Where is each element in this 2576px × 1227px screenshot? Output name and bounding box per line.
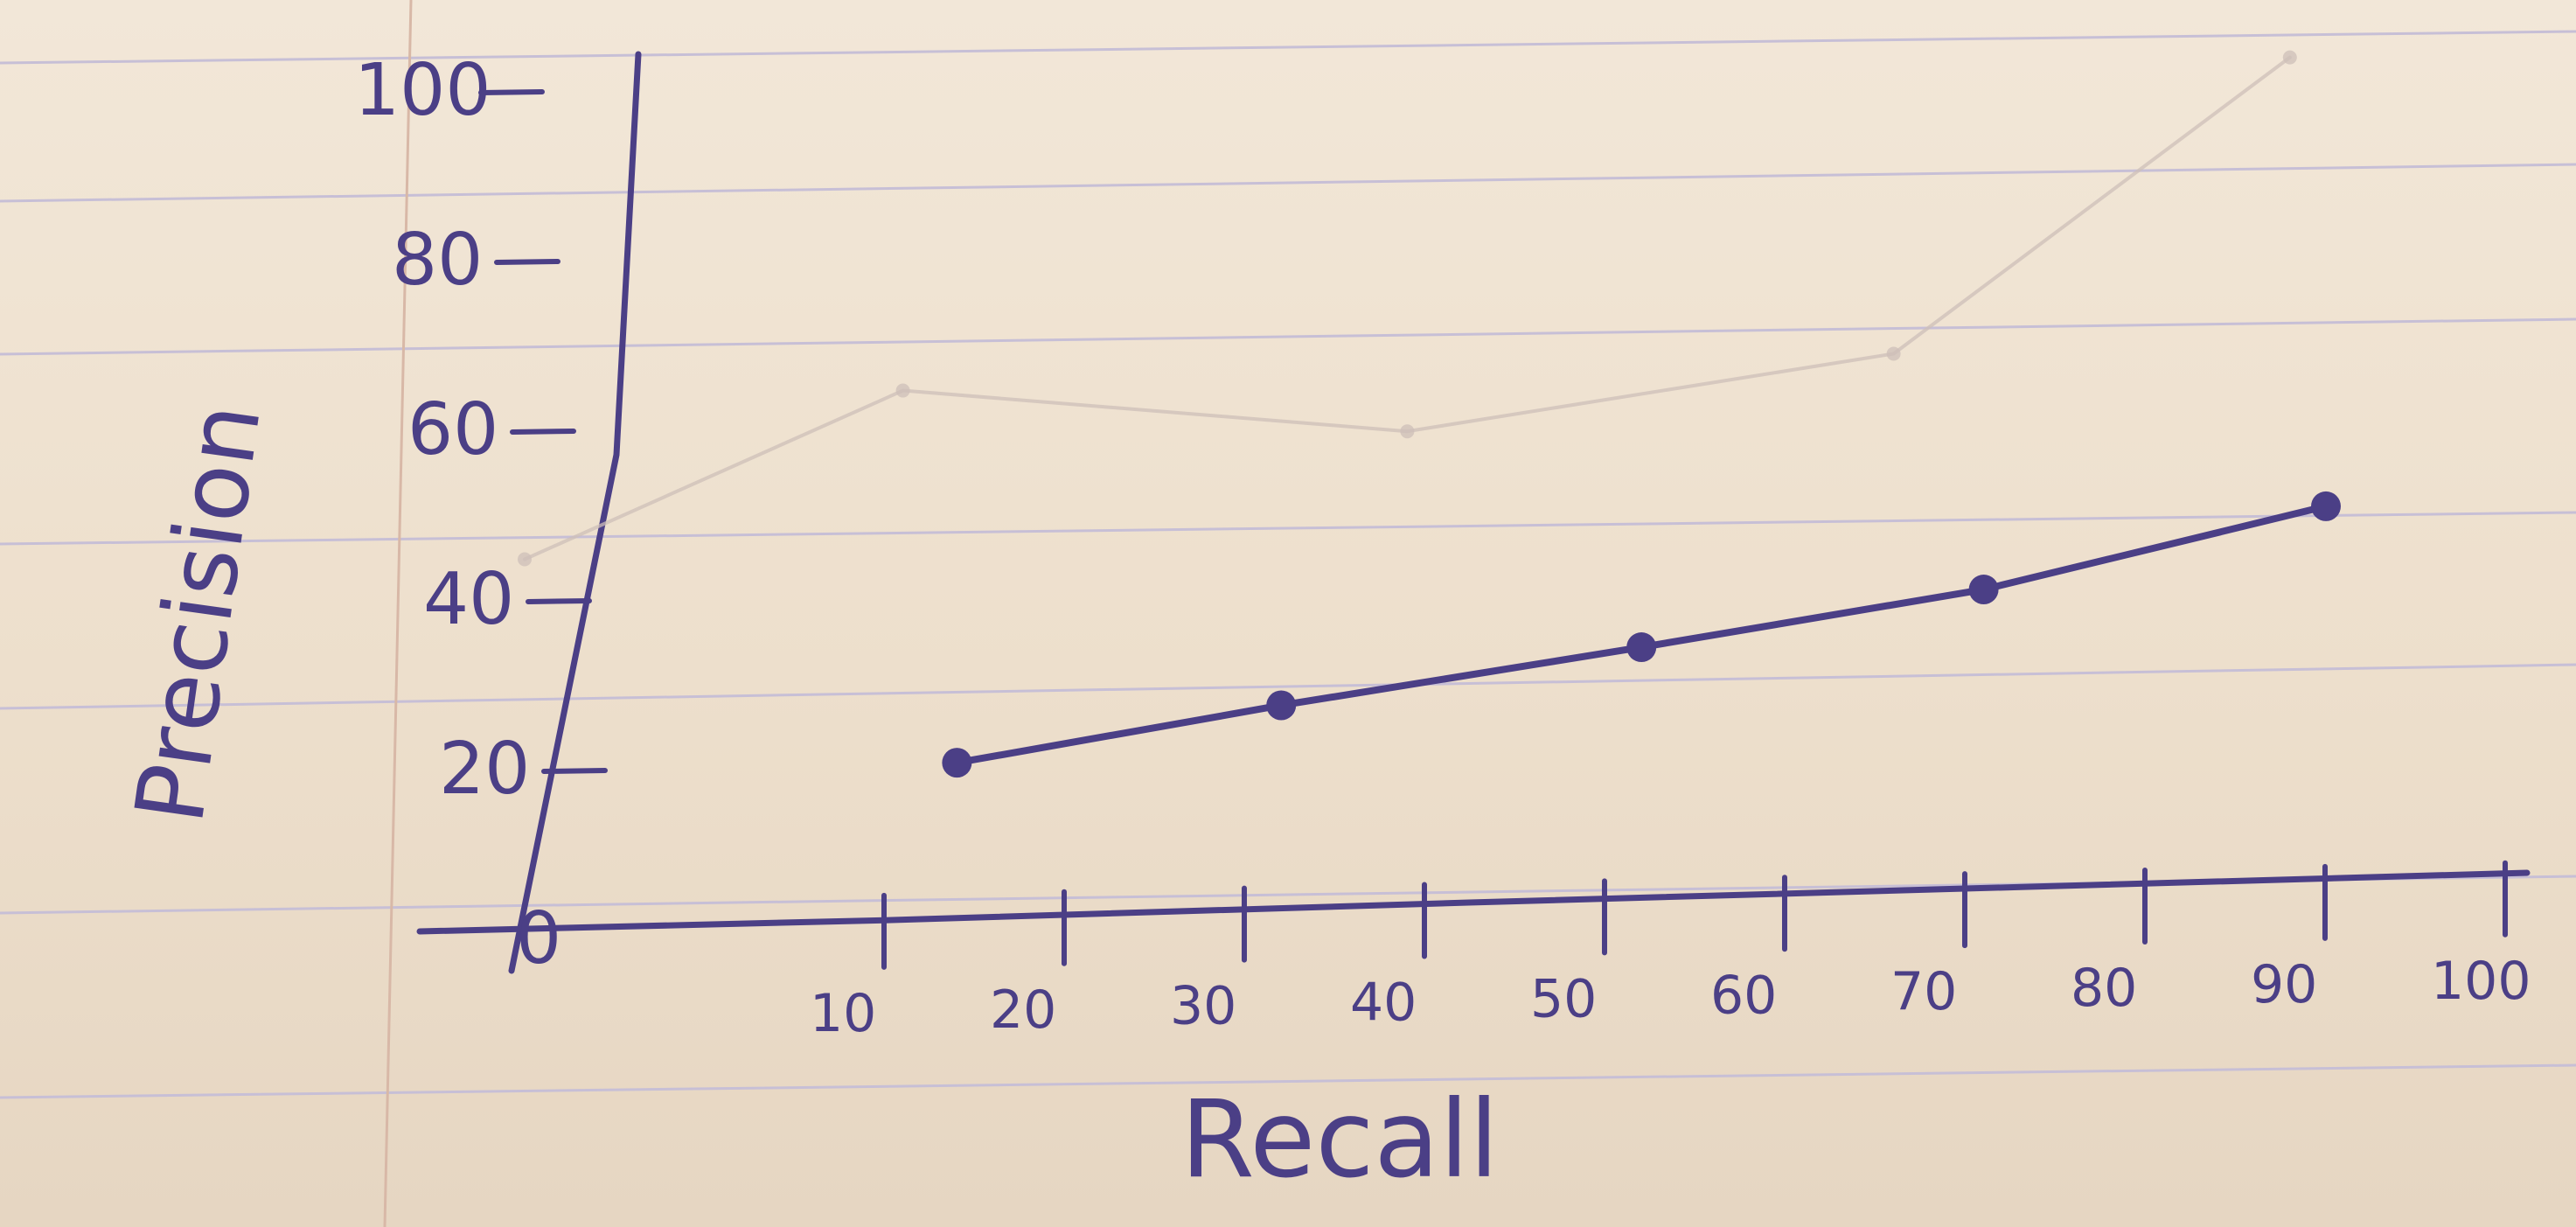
x-tick-label-70: 70	[1890, 961, 1957, 1022]
x-tick-label-60: 60	[1710, 965, 1777, 1026]
series-faint-point-49	[1400, 424, 1415, 439]
x-tick-label-10: 10	[810, 983, 876, 1044]
x-tick-label-20: 20	[990, 980, 1056, 1041]
y-tick-label-20: 20	[439, 728, 530, 811]
y-axis-title: Precision	[115, 397, 282, 830]
series-faint-point-0	[518, 552, 532, 567]
y-tick-60	[510, 429, 576, 435]
x-tick-label-90: 90	[2251, 954, 2317, 1015]
x-tick-label-40: 40	[1350, 973, 1417, 1034]
axis-ticks	[478, 89, 2508, 970]
x-tick-label-50: 50	[1530, 968, 1597, 1029]
y-axis-line	[508, 51, 642, 974]
labels-layer: 10 20 30 40 50 60 70 80 90 100 0 20 40 60 80 100 Recall P…	[115, 49, 2531, 1202]
y-tick-label-0: 0	[516, 897, 561, 980]
y-tick-40	[526, 598, 592, 604]
y-tick-label-40: 40	[423, 558, 514, 641]
chart-axes	[416, 51, 2531, 974]
series-layer	[518, 50, 2341, 778]
series-line-faint	[523, 55, 2292, 561]
y-tick-20	[541, 768, 608, 774]
y-tick-label-60: 60	[407, 388, 498, 471]
series-dark-point-62	[1626, 632, 1657, 663]
series-faint-point-76	[1886, 346, 1901, 361]
series-faint-point-21	[895, 383, 910, 398]
series-dark-point-42	[1266, 690, 1297, 721]
y-tick-80	[494, 259, 560, 265]
x-tick-label-80: 80	[2071, 958, 2137, 1019]
series-dark-point-100	[2311, 491, 2341, 521]
series-dark-point-81	[1968, 575, 1999, 605]
x-axis-line	[416, 869, 2531, 935]
x-axis-title: Recall	[1180, 1077, 1499, 1202]
y-tick-label-100: 100	[354, 49, 491, 132]
series-dark-point-24	[942, 748, 972, 778]
x-tick-label-100: 100	[2431, 951, 2531, 1012]
series-faint-point-98	[2282, 50, 2297, 65]
x-tick-label-30: 30	[1170, 976, 1236, 1037]
y-tick-label-80: 80	[392, 219, 483, 302]
y-tick-100	[478, 89, 545, 95]
